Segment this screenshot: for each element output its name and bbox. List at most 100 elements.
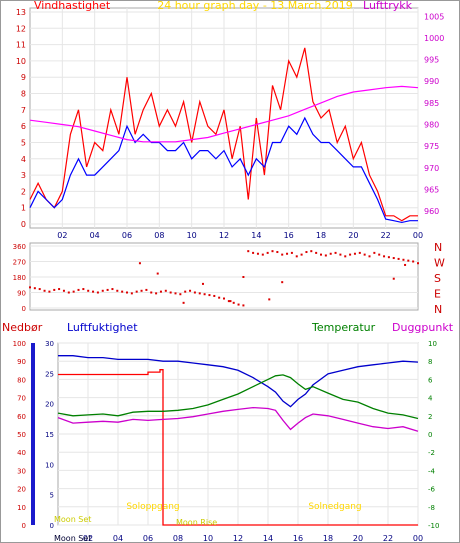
wind-speed-tick: 7 <box>21 106 26 115</box>
direction-point <box>383 255 386 258</box>
wind-time-tick: 08 <box>154 231 164 240</box>
direction-point <box>237 303 240 306</box>
temperature-tick: 10 <box>428 340 437 348</box>
direction-point <box>378 253 381 256</box>
wind-speed-tick: 0 <box>21 220 26 229</box>
direction-point <box>87 289 90 292</box>
humidity-label: Luftfuktighet <box>67 321 138 334</box>
direction-point <box>62 289 65 292</box>
sunrise-label: Soloppgang <box>126 502 179 512</box>
direction-point <box>320 253 322 256</box>
direction-point <box>156 272 159 275</box>
weather-time-tick: 12 <box>233 534 243 543</box>
temperature-tick: 0 <box>428 431 432 439</box>
humidity-tick: 5 <box>50 492 54 500</box>
direction-point <box>169 291 172 294</box>
rain-axis: 0 10 20 30 40 50 60 70 80 90 100 <box>13 340 26 530</box>
weather-time-tick: 16 <box>293 534 303 543</box>
direction-point <box>101 289 104 292</box>
compass-tick: W <box>434 257 445 270</box>
compass-tick: N <box>434 303 442 316</box>
direction-point <box>387 256 390 259</box>
direction-point <box>179 293 182 296</box>
pressure-tick: 965 <box>424 185 439 194</box>
pressure-tick: 990 <box>424 77 439 86</box>
rain-tick: 0 <box>22 522 26 530</box>
wind-panel-series <box>29 47 419 224</box>
direction-point <box>218 296 221 299</box>
direction-point <box>106 288 109 291</box>
direction-point <box>58 288 61 291</box>
direction-point <box>353 252 356 255</box>
direction-point <box>126 291 128 294</box>
pressure-tick: 970 <box>424 164 439 173</box>
wind-time-tick: 00 <box>413 231 423 240</box>
direction-point <box>150 291 153 294</box>
direction-point <box>242 304 245 307</box>
direction-point <box>223 297 225 300</box>
rain-tick: 70 <box>17 395 26 403</box>
wind-speed-tick: 2 <box>21 187 26 196</box>
direction-point <box>295 255 298 258</box>
pressure-tick: 975 <box>424 142 439 151</box>
direction-point <box>198 292 201 295</box>
wind-time-tick: 22 <box>381 231 391 240</box>
humidity-tick: 30 <box>45 340 54 348</box>
direction-point <box>315 251 318 254</box>
direction-point <box>203 293 206 296</box>
wind-time-tick: 06 <box>122 231 132 240</box>
wind-speed-tick: 12 <box>16 24 26 33</box>
temperature-tick: -2 <box>428 449 435 457</box>
compass-tick: S <box>434 272 441 285</box>
direction-point <box>43 289 46 292</box>
direction-point <box>193 291 196 294</box>
wind-time-tick: 12 <box>219 231 229 240</box>
direction-point <box>290 251 293 254</box>
humidity-tick: 10 <box>45 461 54 469</box>
wind-label: Vindhastighet <box>34 0 111 12</box>
direction-point <box>286 252 289 255</box>
moonset-top-label: Moon Set <box>54 515 91 524</box>
wind-series-line <box>29 116 418 224</box>
direction-point <box>407 259 410 262</box>
rain-tick: 90 <box>17 358 26 366</box>
direction-tick: 180 <box>13 274 26 282</box>
wind-speed-tick: 5 <box>21 138 26 147</box>
direction-point <box>164 289 167 292</box>
wind-speed-tick: 3 <box>21 171 26 180</box>
direction-point <box>281 253 284 256</box>
direction-point <box>281 281 284 284</box>
rain-tick: 40 <box>17 449 26 457</box>
direction-point <box>358 251 361 254</box>
humidity-tick: 0 <box>50 522 54 530</box>
weather-time-tick: 18 <box>323 534 333 543</box>
direction-point <box>229 300 232 303</box>
rain-series-line <box>58 369 418 526</box>
rain-tick: 80 <box>17 376 26 384</box>
direction-point <box>145 288 148 291</box>
wind-speed-tick: 9 <box>21 73 26 82</box>
direction-point <box>92 290 95 293</box>
dewpoint-label: Duggpunkt <box>392 321 454 334</box>
temperature-tick: -8 <box>428 504 435 512</box>
direction-point <box>38 288 41 291</box>
direction-point <box>349 253 352 256</box>
direction-point <box>268 298 271 301</box>
wind-speed-tick: 11 <box>16 41 26 50</box>
direction-point <box>344 255 347 258</box>
direction-point <box>201 282 204 285</box>
weather-time-tick: 02 <box>83 534 93 543</box>
direction-point <box>135 290 138 293</box>
direction-point <box>300 253 303 256</box>
direction-point <box>77 288 80 291</box>
direction-point <box>96 291 99 294</box>
sunset-label: Solnedgang <box>308 502 361 512</box>
direction-panel-grid <box>30 245 418 309</box>
temperature-tick: 4 <box>428 395 433 403</box>
weather-time-tick: 10 <box>203 534 213 543</box>
direction-point <box>412 260 415 263</box>
direction-point <box>48 290 51 293</box>
wind-time-tick: 02 <box>57 231 67 240</box>
direction-point <box>392 277 395 280</box>
weather-time-tick: 00 <box>413 534 423 543</box>
